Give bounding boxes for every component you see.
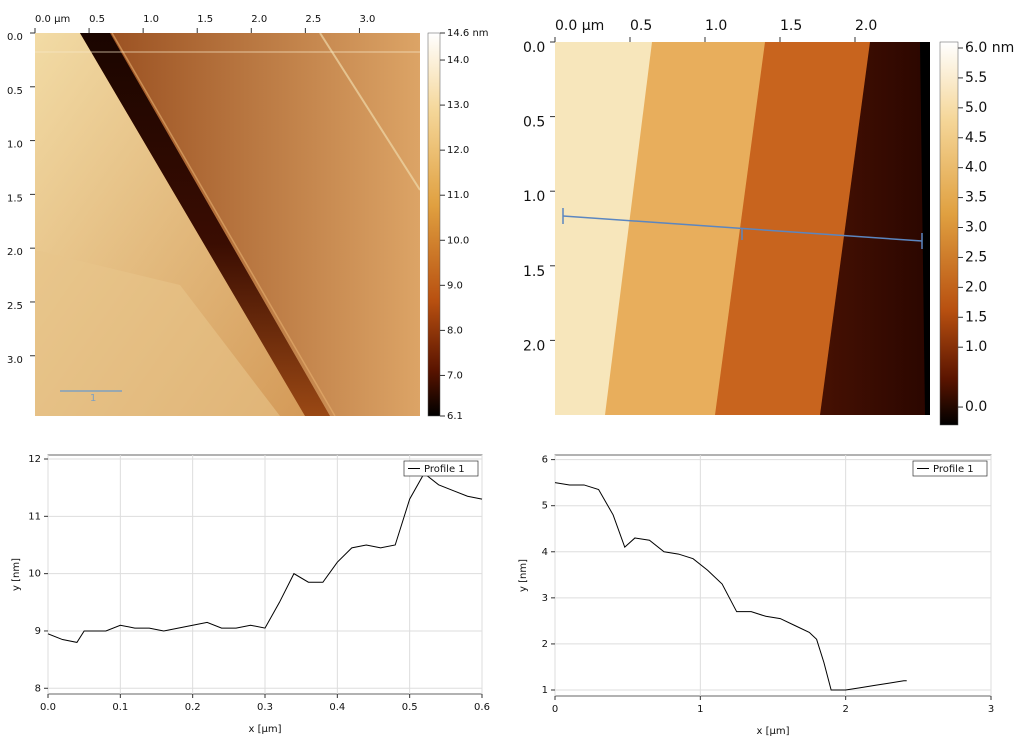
- colorbar-label: 6.1: [447, 411, 463, 422]
- x-tick-label: 0.3: [257, 702, 273, 713]
- y-tick-label: 2.0: [523, 338, 545, 354]
- y-tick-label: 2.5: [7, 301, 23, 312]
- profile-line: [47, 472, 483, 643]
- colorbar-label: 6.0 nm: [965, 40, 1014, 56]
- x-tick-label: 0.2: [185, 702, 201, 713]
- y-tick-label: 3: [542, 593, 548, 604]
- y-tick-label: 1.5: [523, 264, 545, 280]
- colorbar-label: 12.0: [447, 145, 469, 156]
- x-tick-label: 0.5: [89, 14, 105, 25]
- colorbar-label: 10.0: [447, 235, 469, 246]
- colorbar-label: 2.5: [965, 249, 987, 265]
- colorbar-label: 14.6 nm: [447, 28, 489, 39]
- legend-label: Profile 1: [933, 464, 974, 475]
- x-tick-label: 0.4: [329, 702, 345, 713]
- afm-image-1: [35, 33, 420, 416]
- colorbar-label: 5.5: [965, 70, 987, 86]
- colorbar-label: 11.0: [447, 190, 469, 201]
- x-tick-label: 0.6: [474, 702, 490, 713]
- y-tick-label: 1.5: [7, 193, 23, 204]
- colorbar: [427, 32, 441, 417]
- colorbar-label: 4.0: [965, 160, 987, 176]
- x-tick-label: 1.5: [197, 14, 213, 25]
- colorbar: [939, 41, 959, 426]
- colorbar-label: 1.5: [965, 309, 987, 325]
- x-tick-label: 0.1: [112, 702, 128, 713]
- y-tick-label: 11: [28, 511, 41, 522]
- y-tick-label: 4: [542, 547, 548, 558]
- y-tick-label: 0.0: [7, 32, 23, 43]
- x-tick-label: 2: [842, 704, 848, 715]
- colorbar-label: 9.0: [447, 280, 463, 291]
- x-tick-label: 0.0 µm: [35, 14, 70, 25]
- y-tick-label: 9: [35, 626, 41, 637]
- y-tick-label: 1.0: [523, 189, 545, 205]
- legend-box: [912, 460, 988, 477]
- y-tick-label: 0.0: [523, 40, 545, 56]
- colorbar-label: 8.0: [447, 325, 463, 336]
- colorbar-label: 3.5: [965, 190, 987, 206]
- profile-line: [554, 482, 907, 691]
- y-tick-label: 6: [542, 455, 548, 466]
- profile-line: [562, 208, 923, 249]
- x-axis-label: x [µm]: [248, 724, 281, 735]
- y-tick-label: 1: [542, 685, 548, 696]
- y-axis-label: y [nm]: [518, 559, 529, 592]
- y-tick-label: 3.0: [7, 355, 23, 366]
- y-tick-label: 0.5: [523, 115, 545, 131]
- x-tick-label: 2.0: [251, 14, 267, 25]
- x-tick-label: 3: [988, 704, 994, 715]
- x-axis-label: x [µm]: [756, 726, 789, 737]
- legend-box: [403, 460, 479, 477]
- y-tick-label: 1.0: [7, 140, 23, 151]
- colorbar-label: 7.0: [447, 370, 463, 381]
- y-tick-label: 2.0: [7, 247, 23, 258]
- x-tick-label: 0.5: [630, 18, 652, 34]
- x-tick-label: 3.0: [359, 14, 375, 25]
- y-tick-label: 10: [28, 569, 41, 580]
- x-tick-label: 1.0: [705, 18, 727, 34]
- y-tick-label: 5: [542, 501, 548, 512]
- colorbar-label: 13.0: [447, 100, 469, 111]
- x-tick-label: 2.5: [305, 14, 321, 25]
- x-tick-label: 1.0: [143, 14, 159, 25]
- colorbar-label: 14.0: [447, 55, 469, 66]
- colorbar-label: 4.5: [965, 130, 987, 146]
- x-tick-label: 1: [697, 704, 703, 715]
- y-tick-label: 0.5: [7, 86, 23, 97]
- y-tick-label: 2: [542, 639, 548, 650]
- colorbar-label: 1.0: [965, 339, 987, 355]
- x-tick-label: 0: [552, 704, 558, 715]
- legend-label: Profile 1: [424, 464, 465, 475]
- colorbar-label: 2.0: [965, 279, 987, 295]
- colorbar-label: 3.0: [965, 220, 987, 236]
- x-tick-label: 1.5: [780, 18, 802, 34]
- colorbar-label: 5.0: [965, 100, 987, 116]
- x-tick-label: 2.0: [855, 18, 877, 34]
- scale-bar-label: 1: [90, 393, 96, 404]
- x-tick-label: 0.0: [40, 702, 56, 713]
- y-tick-label: 12: [28, 454, 41, 465]
- plot-area: [554, 454, 992, 697]
- y-axis-label: y [nm]: [11, 558, 22, 591]
- colorbar-label: 0.0: [965, 399, 987, 415]
- x-tick-label: 0.5: [402, 702, 418, 713]
- x-tick-label: 0.0 µm: [555, 18, 604, 34]
- y-tick-label: 8: [35, 683, 41, 694]
